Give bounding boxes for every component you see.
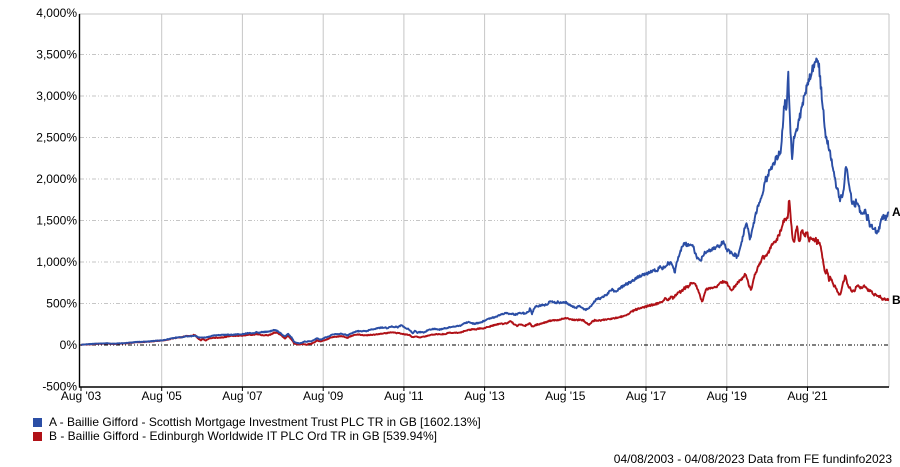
svg-text:Aug '05: Aug '05 xyxy=(142,389,183,403)
svg-text:A - Baillie Gifford - Scottish: A - Baillie Gifford - Scottish Mortgage … xyxy=(49,415,481,429)
svg-text:Aug '13: Aug '13 xyxy=(464,389,505,403)
svg-text:04/08/2003 - 04/08/2023 Data f: 04/08/2003 - 04/08/2023 Data from FE fun… xyxy=(614,452,893,466)
svg-text:500%: 500% xyxy=(46,297,77,311)
svg-text:B: B xyxy=(892,293,900,307)
svg-text:Aug '09: Aug '09 xyxy=(303,389,344,403)
svg-text:Aug '21: Aug '21 xyxy=(787,389,828,403)
svg-text:Aug '15: Aug '15 xyxy=(545,389,586,403)
svg-text:4,000%: 4,000% xyxy=(36,6,77,20)
svg-text:0%: 0% xyxy=(60,338,78,352)
svg-text:Aug '17: Aug '17 xyxy=(626,389,667,403)
svg-text:2,500%: 2,500% xyxy=(36,131,77,145)
svg-text:Aug '11: Aug '11 xyxy=(384,389,424,403)
svg-text:3,000%: 3,000% xyxy=(36,89,77,103)
svg-text:2,000%: 2,000% xyxy=(36,172,77,186)
svg-text:1,000%: 1,000% xyxy=(36,255,77,269)
svg-text:Aug '19: Aug '19 xyxy=(707,389,748,403)
svg-text:Aug '03: Aug '03 xyxy=(61,389,102,403)
svg-text:Aug '07: Aug '07 xyxy=(222,389,263,403)
svg-text:A: A xyxy=(892,205,900,219)
svg-text:-500%: -500% xyxy=(42,380,77,394)
svg-text:1,500%: 1,500% xyxy=(36,214,77,228)
svg-text:B - Baillie Gifford - Edinburg: B - Baillie Gifford - Edinburgh Worldwid… xyxy=(49,429,437,443)
svg-text:3,500%: 3,500% xyxy=(36,48,77,62)
